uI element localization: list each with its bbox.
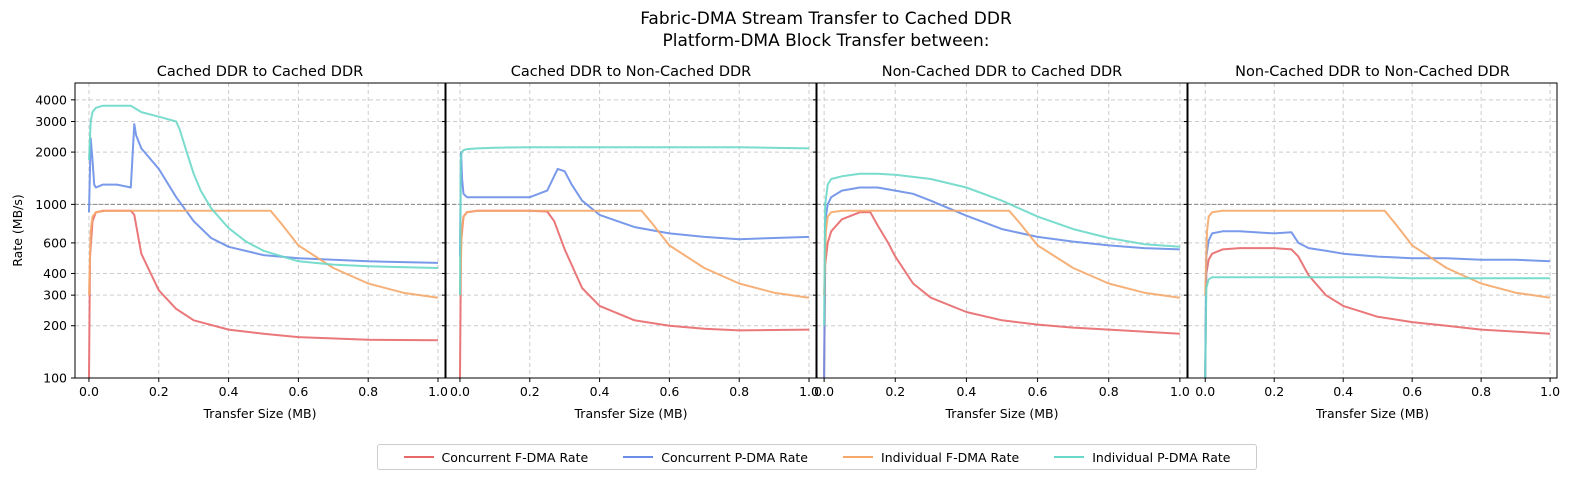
- legend-swatch: [843, 456, 874, 458]
- series-line-individual-f-dma-rate: [88, 209, 439, 299]
- x-tick-label: 0.2: [149, 384, 169, 399]
- x-tick-label: 0.0: [814, 384, 834, 399]
- figure-title-line2: Platform-DMA Block Transfer between:: [662, 31, 989, 51]
- series-line-individual-f-dma-rate: [823, 209, 1181, 299]
- axes-frame: [445, 82, 817, 379]
- y-tick-label: 200: [43, 318, 67, 333]
- legend-label: Concurrent F-DMA Rate: [441, 449, 589, 465]
- x-tick-label: 0.6: [1028, 384, 1048, 399]
- x-tick-label: 1.0: [799, 384, 819, 399]
- series-line-individual-f-dma-rate: [1204, 209, 1551, 299]
- x-tick-label: 0.6: [288, 384, 308, 399]
- legend-item-individual-fdma: Individual F-DMA Rate: [843, 450, 1019, 465]
- y-tick-label: 4000: [35, 92, 67, 107]
- axes-frame: [816, 82, 1188, 379]
- series-line-concurrent-p-dma-rate: [459, 151, 810, 257]
- series-group: [1204, 209, 1551, 378]
- legend-label: Individual P-DMA Rate: [1092, 449, 1231, 465]
- subplot-1: 0.0 0.2 0.4 0.6 0.8 1.0 100 200 300 400 600 1000 200…: [10, 64, 448, 421]
- series-line-concurrent-f-dma-rate: [1204, 247, 1551, 378]
- x-tick-label: 0.0: [79, 384, 99, 399]
- subplot-title: Cached DDR to Non-Cached DDR: [511, 64, 752, 80]
- series-line-individual-p-dma-rate: [1204, 276, 1551, 378]
- x-axis-label: Transfer Size (MB): [1315, 406, 1429, 421]
- legend-item-individual-pdma: Individual P-DMA Rate: [1054, 450, 1230, 465]
- series-line-concurrent-f-dma-rate: [459, 209, 810, 378]
- x-tick-label: 1.0: [428, 384, 448, 399]
- x-axis-label: Transfer Size (MB): [574, 406, 688, 421]
- series-line-concurrent-f-dma-rate: [823, 211, 1180, 378]
- x-tick-label: 0.0: [450, 384, 470, 399]
- x-tick-label: 0.4: [590, 384, 610, 399]
- y-tick-label: 300: [43, 288, 67, 303]
- series-group: [823, 172, 1181, 378]
- x-tick-label: 0.2: [885, 384, 905, 399]
- series-line-individual-p-dma-rate: [88, 104, 439, 269]
- legend-swatch: [1054, 456, 1085, 458]
- y-axis-label: Rate (MB/s): [10, 194, 25, 266]
- legend-label: Concurrent P-DMA Rate: [661, 449, 808, 465]
- x-tick-label: 1.0: [1170, 384, 1190, 399]
- subplot-title: Non-Cached DDR to Non-Cached DDR: [1235, 64, 1510, 80]
- series-group: [88, 104, 439, 378]
- x-tick-label: 0.0: [1195, 384, 1215, 399]
- x-tick-label: 0.8: [358, 384, 378, 399]
- x-tick-label: 0.6: [659, 384, 679, 399]
- series-line-concurrent-p-dma-rate: [823, 186, 1180, 378]
- series-line-individual-p-dma-rate: [459, 146, 810, 296]
- x-tick-label: 0.8: [729, 384, 749, 399]
- subplot-2: 0.0 0.2 0.4 0.6 0.8 1.0 Cached DDR to Non-Cach…: [442, 64, 819, 421]
- series-line-individual-p-dma-rate: [823, 172, 1180, 326]
- subplot-3: 0.0 0.2 0.4 0.6 0.8 1.0 Non-Cached DDR to Cach…: [813, 64, 1190, 421]
- series-group: [459, 146, 810, 378]
- y-tick-label: 1000: [35, 197, 67, 212]
- subplot-title: Non-Cached DDR to Cached DDR: [882, 64, 1123, 80]
- series-line-concurrent-p-dma-rate: [88, 123, 439, 264]
- x-axis-label: Transfer Size (MB): [945, 406, 1059, 421]
- y-tick-label: 2000: [35, 145, 67, 160]
- x-tick-label: 0.2: [1264, 384, 1284, 399]
- axes-frame: [74, 82, 446, 379]
- x-tick-label: 0.4: [219, 384, 239, 399]
- y-tick-label: 3000: [35, 114, 67, 129]
- subplots: 0.0 0.2 0.4 0.6 0.8 1.0 100 200 300 400 600 1000 200…: [10, 64, 1560, 421]
- x-axis-label: Transfer Size (MB): [203, 406, 317, 421]
- legend-swatch: [403, 456, 434, 458]
- y-tick-label: 400: [43, 266, 67, 281]
- x-tick-label: 0.4: [1333, 384, 1353, 399]
- figure-title-line1: Fabric-DMA Stream Transfer to Cached DDR: [640, 9, 1012, 29]
- subplot-4: 0.0 0.2 0.4 0.6 0.8 1.0 Non-Cached DDR to Non-…: [1184, 64, 1560, 421]
- legend-swatch: [623, 456, 654, 458]
- x-tick-label: 0.2: [520, 384, 540, 399]
- axes-frame: [1187, 82, 1558, 379]
- subplot-title: Cached DDR to Cached DDR: [157, 64, 363, 80]
- legend-item-concurrent-pdma: Concurrent P-DMA Rate: [623, 450, 808, 465]
- series-line-concurrent-f-dma-rate: [88, 209, 439, 378]
- x-tick-label: 0.6: [1402, 384, 1422, 399]
- legend-label: Individual F-DMA Rate: [881, 449, 1020, 465]
- x-tick-label: 0.8: [1471, 384, 1491, 399]
- legend-item-concurrent-fdma: Concurrent F-DMA Rate: [403, 449, 589, 465]
- series-line-concurrent-p-dma-rate: [1204, 230, 1551, 378]
- x-tick-label: 0.4: [956, 384, 976, 399]
- x-tick-label: 1.0: [1540, 384, 1560, 399]
- x-tick-label: 0.8: [1099, 384, 1119, 399]
- y-tick-label: 100: [43, 371, 67, 386]
- legend: Concurrent F-DMA Rate Concurrent P-DMA R…: [377, 444, 1257, 470]
- series-line-individual-f-dma-rate: [459, 209, 810, 299]
- y-tick-label: 600: [43, 235, 67, 250]
